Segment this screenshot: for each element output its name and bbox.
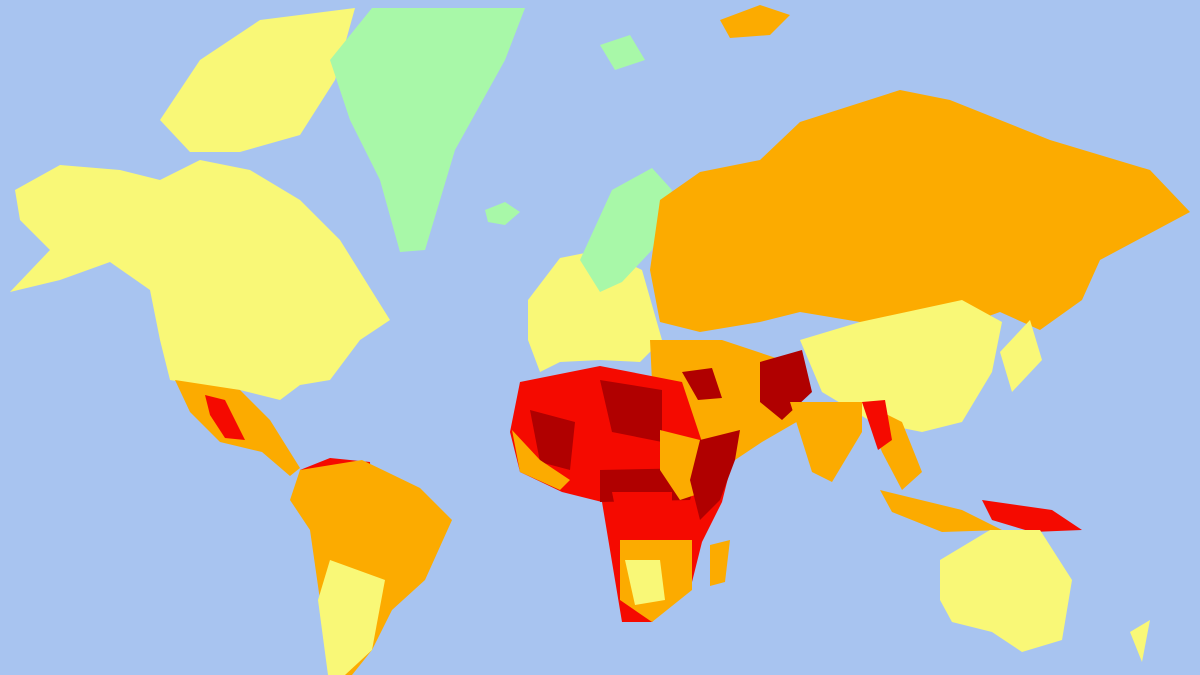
- region-libya: [600, 380, 662, 442]
- region-north-america: [10, 160, 390, 400]
- region-madagascar: [710, 540, 730, 586]
- region-iraq-syria: [682, 368, 722, 400]
- region-scandinavia: [580, 168, 672, 292]
- region-arctic-islands-russia: [720, 5, 790, 38]
- region-europe: [528, 250, 662, 372]
- region-somalia-yemen: [690, 430, 740, 520]
- region-mali: [530, 410, 575, 470]
- region-southern-cone: [318, 560, 385, 675]
- region-drc: [612, 492, 672, 542]
- region-new-zealand: [1130, 620, 1150, 662]
- region-svalbard: [600, 35, 645, 70]
- region-china: [800, 300, 1002, 432]
- region-iceland: [485, 202, 520, 225]
- region-australia: [940, 530, 1072, 652]
- region-indonesia: [880, 490, 1002, 532]
- region-russia: [650, 90, 1190, 332]
- region-mexico-hotspots: [205, 395, 245, 440]
- region-canadian-arctic: [160, 8, 355, 152]
- region-japan: [1000, 320, 1042, 392]
- region-india: [790, 402, 862, 482]
- region-papua: [982, 500, 1082, 532]
- region-greenland: [330, 8, 525, 252]
- region-west-africa-coast: [512, 430, 570, 490]
- region-south-africa-region: [625, 560, 665, 605]
- region-myanmar: [862, 400, 892, 450]
